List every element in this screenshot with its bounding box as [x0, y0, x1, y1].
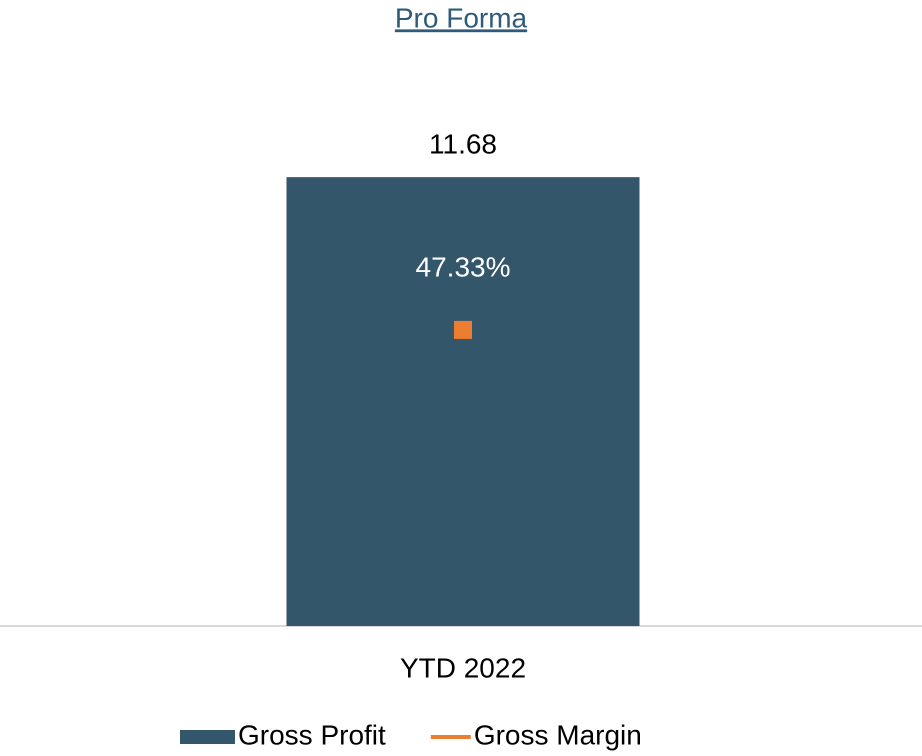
chart-title: Pro Forma [395, 2, 528, 33]
bar [286, 177, 640, 626]
data-label: 47.33% [416, 251, 511, 282]
x-tick-label: YTD 2022 [400, 652, 526, 683]
line-marker [454, 320, 472, 339]
legend-swatch [180, 730, 235, 744]
legend-label: Gross Margin [474, 719, 642, 750]
legend-label: Gross Profit [238, 719, 386, 750]
data-label: 11.68 [429, 129, 497, 160]
